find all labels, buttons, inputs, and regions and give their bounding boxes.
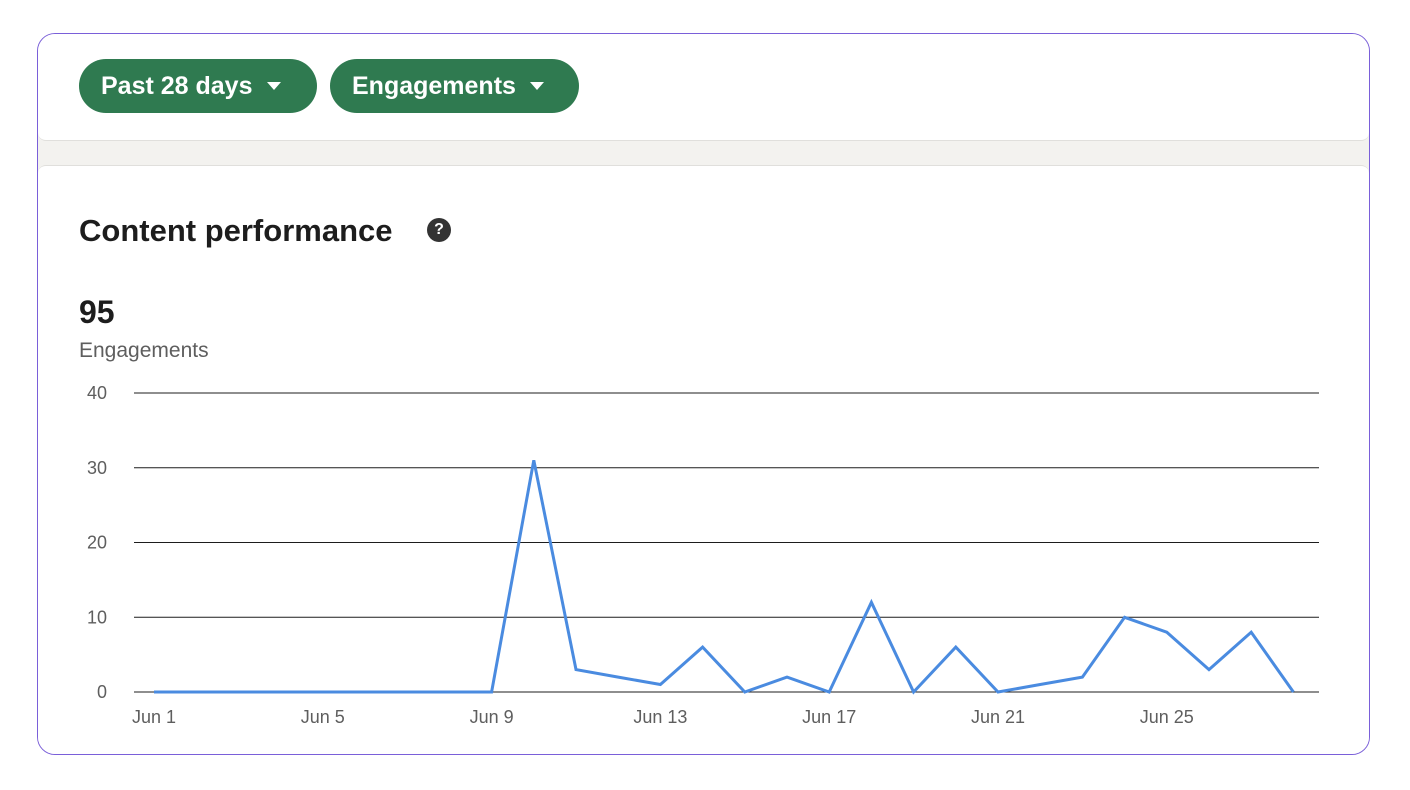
metric-label: Engagements	[352, 71, 516, 100]
data-point[interactable]	[357, 684, 373, 700]
x-tick-label: Jun 5	[301, 707, 345, 727]
content-performance-card: Content performance ? 95 Engagements 0 10…	[38, 165, 1369, 754]
data-point[interactable]	[779, 669, 795, 685]
caret-down-icon	[266, 82, 281, 90]
x-tick-label: Jun 25	[1140, 707, 1194, 727]
data-point[interactable]	[990, 684, 1006, 700]
data-point[interactable]	[568, 662, 584, 678]
date-range-label: Past 28 days	[101, 71, 253, 100]
data-point[interactable]	[526, 452, 542, 468]
y-tick-label: 30	[87, 458, 107, 478]
y-tick-label: 20	[87, 533, 107, 553]
data-point[interactable]	[188, 684, 204, 700]
data-point[interactable]	[610, 669, 626, 685]
y-tick-label: 40	[87, 383, 107, 403]
x-tick-label: Jun 13	[633, 707, 687, 727]
data-point[interactable]	[821, 684, 837, 700]
data-point[interactable]	[652, 677, 668, 693]
data-point[interactable]	[315, 684, 331, 700]
data-point[interactable]	[1159, 624, 1175, 640]
card-title: Content performance	[79, 213, 393, 248]
y-tick-label: 10	[87, 607, 107, 627]
x-tick-label: Jun 21	[971, 707, 1025, 727]
engagements-line-chart: 0 10 20 30 40 Jun 1 Jun 5 Jun 9 Jun 13 Jun 17 Jun …	[87, 383, 1319, 727]
total-value: 95	[79, 294, 115, 330]
data-point[interactable]	[1032, 677, 1048, 693]
total-label: Engagements	[79, 339, 209, 362]
data-point[interactable]	[906, 684, 922, 700]
y-tick-label: 0	[97, 682, 107, 702]
caret-down-icon	[529, 82, 544, 90]
analytics-frame: Past 28 days Engagements Content perform…	[37, 33, 1370, 755]
data-point[interactable]	[863, 594, 879, 610]
data-point[interactable]	[1285, 684, 1301, 700]
metric-dropdown[interactable]: Engagements	[330, 59, 579, 113]
data-point[interactable]	[441, 684, 457, 700]
data-point[interactable]	[695, 639, 711, 655]
engagements-series-line	[154, 460, 1295, 695]
data-point[interactable]	[1074, 669, 1090, 685]
x-tick-label: Jun 1	[132, 707, 176, 727]
x-tick-label: Jun 9	[470, 707, 514, 727]
data-point[interactable]	[484, 684, 500, 700]
data-point[interactable]	[146, 684, 162, 700]
data-point[interactable]	[1117, 609, 1133, 625]
question-circle-icon[interactable]: ?	[427, 218, 451, 242]
data-point[interactable]	[1243, 624, 1259, 640]
date-range-dropdown[interactable]: Past 28 days	[79, 59, 317, 113]
data-point[interactable]	[737, 684, 753, 700]
filters-bar: Past 28 days Engagements	[38, 34, 1369, 141]
data-point[interactable]	[1201, 662, 1217, 678]
x-tick-label: Jun 17	[802, 707, 856, 727]
data-point[interactable]	[948, 639, 964, 655]
data-point[interactable]	[273, 684, 289, 700]
data-point[interactable]	[399, 684, 415, 700]
data-point[interactable]	[230, 684, 246, 700]
